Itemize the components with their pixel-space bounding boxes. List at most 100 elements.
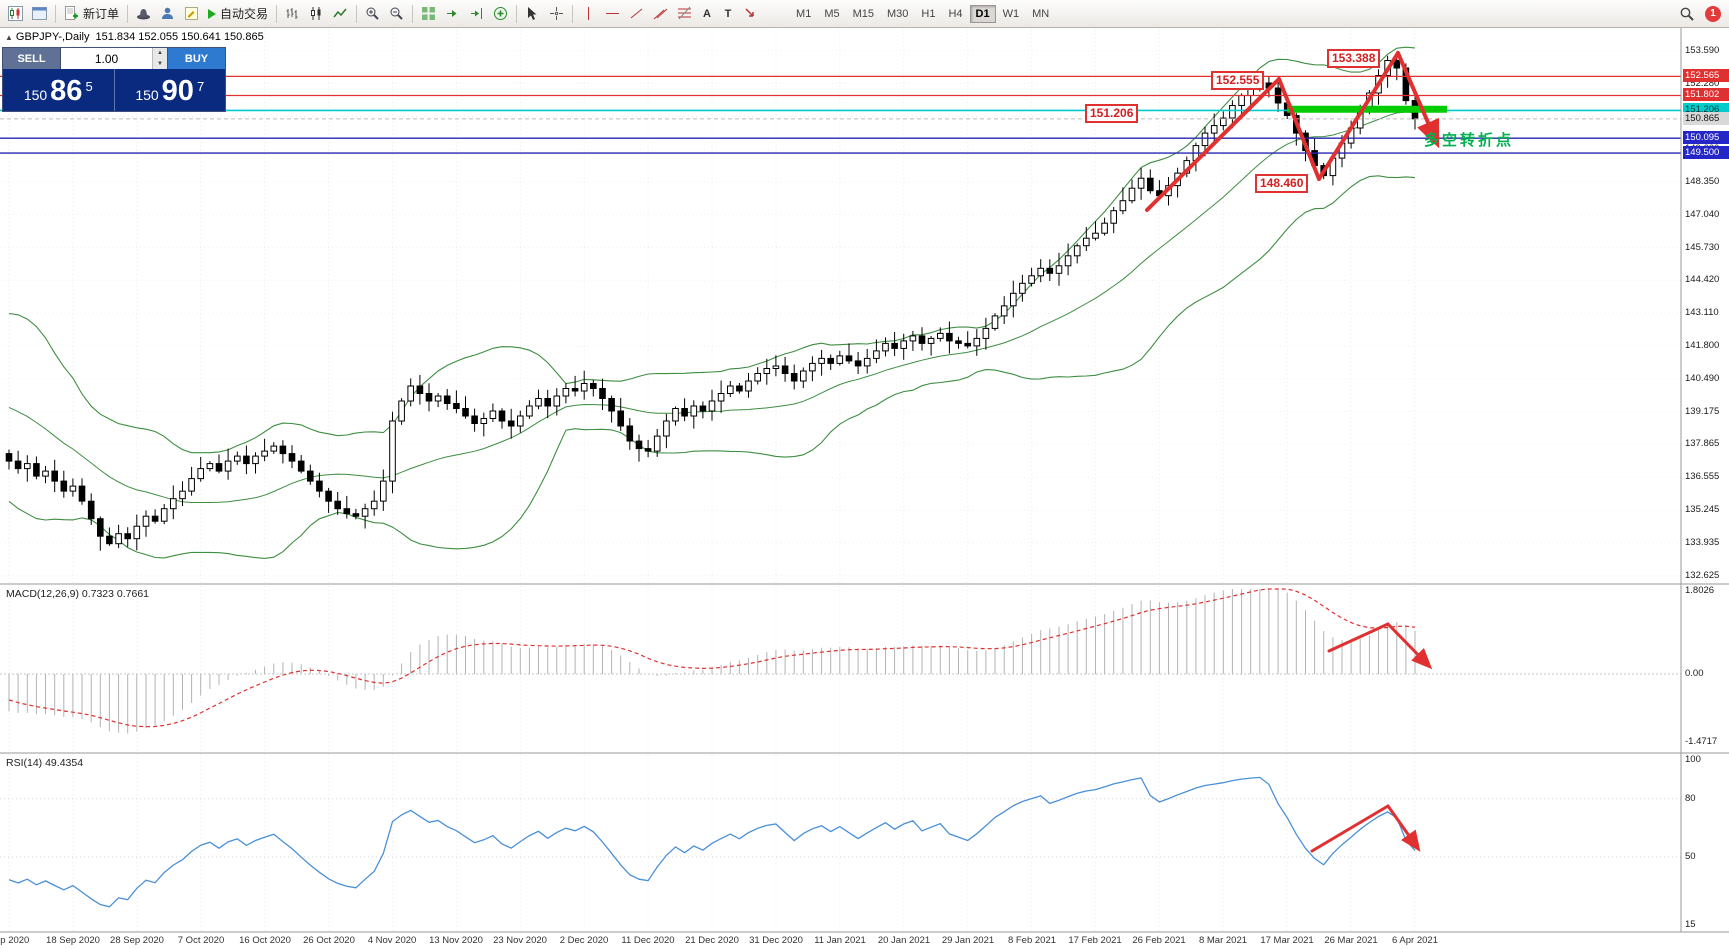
fibonacci-icon	[678, 6, 692, 20]
horizontal-line-button[interactable]	[601, 3, 624, 25]
vertical-line-icon	[588, 7, 590, 20]
macd-signal-line	[8, 588, 1416, 728]
price-annotation[interactable]: 151.206	[1085, 104, 1139, 123]
trend-arrow	[1317, 51, 1400, 181]
trade-prices-row: 150 86 5 150 90 7	[3, 69, 225, 111]
zoom-out-icon	[390, 7, 403, 20]
toolbar-separator	[572, 4, 574, 23]
bar-chart-icon	[286, 8, 298, 19]
volume-input[interactable]	[61, 48, 152, 69]
timeframe-m5[interactable]: M5	[818, 5, 845, 23]
chart-header: ▲ GBPJPY-,Daily 151.834 152.055 150.641 15…	[5, 31, 264, 43]
new-chart-button[interactable]	[4, 3, 27, 25]
volume-spinner: ▲ ▼	[152, 48, 167, 69]
price-annotation[interactable]: 152.555	[1211, 71, 1265, 90]
sell-price[interactable]: 150 86 5	[3, 69, 114, 111]
timeframe-mn[interactable]: MN	[1026, 5, 1055, 23]
toolbar-separator	[412, 4, 414, 23]
timeframe-m30[interactable]: M30	[881, 5, 914, 23]
search-icon	[1680, 7, 1694, 21]
tile-windows-button[interactable]	[417, 3, 440, 25]
search-button[interactable]	[1675, 3, 1699, 25]
sell-button[interactable]: SELL	[3, 48, 61, 69]
new-order-icon	[65, 6, 78, 20]
trend-arrow	[1277, 77, 1321, 181]
arrow-object-icon	[745, 8, 754, 17]
auto-scroll-button[interactable]	[441, 3, 464, 25]
crosshair-button[interactable]	[545, 3, 568, 25]
expert-advisors-button[interactable]	[132, 3, 155, 25]
toolbar-right-group: 1	[1675, 3, 1725, 25]
metaeditor-button[interactable]	[180, 3, 203, 25]
crosshair-icon	[550, 7, 564, 20]
chart-shift-icon	[471, 8, 483, 19]
window-icon	[32, 7, 47, 20]
trend-arrow	[1386, 622, 1433, 670]
volume-field: ▲ ▼	[61, 48, 167, 69]
buy-button[interactable]: BUY	[167, 48, 225, 69]
hat-icon	[137, 9, 151, 20]
buy-price[interactable]: 150 90 7	[113, 69, 226, 111]
autotrading-button[interactable]: 自动交易	[204, 3, 272, 25]
notification-badge[interactable]: 1	[1705, 5, 1721, 22]
turning-point-annotation[interactable]: 多空转折点	[1424, 132, 1515, 149]
volume-up-icon[interactable]: ▲	[153, 48, 167, 59]
new-order-label: 新订单	[83, 7, 120, 21]
new-order-button[interactable]: 新订单	[60, 3, 123, 25]
timeframe-w1[interactable]: W1	[997, 5, 1026, 23]
cursor-button[interactable]	[521, 3, 544, 25]
trend-arrow	[1310, 804, 1390, 853]
zoom-in-button[interactable]	[361, 3, 384, 25]
toolbar-separator	[516, 4, 518, 23]
volume-down-icon[interactable]: ▼	[153, 58, 167, 69]
rsi-label: RSI(14) 49.4354	[6, 757, 84, 769]
timeframe-h4[interactable]: H4	[942, 5, 968, 23]
profiles-button[interactable]	[28, 3, 51, 25]
toolbar-separator	[127, 4, 129, 23]
play-icon	[208, 8, 217, 19]
arrows-button[interactable]	[739, 3, 762, 25]
toolbar-separator	[55, 4, 56, 23]
trendline-button[interactable]	[625, 3, 648, 25]
horizontal-line-icon	[606, 13, 620, 14]
autotrading-label: 自动交易	[220, 7, 269, 21]
label-icon: T	[724, 7, 732, 20]
timeframe-m15[interactable]: M15	[847, 5, 880, 23]
label-button[interactable]: T	[718, 3, 738, 25]
accounts-button[interactable]	[156, 3, 179, 25]
trend-arrow	[1386, 804, 1421, 852]
channel-icon	[653, 8, 668, 20]
candles-icon	[311, 7, 321, 20]
one-click-trading-panel: SELL ▲ ▼ BUY 150 86 5 150 90 7	[2, 47, 226, 112]
sell-price-pip: 5	[85, 79, 93, 94]
sell-price-main: 86	[50, 75, 83, 107]
timeframe-h1[interactable]: H1	[915, 5, 941, 23]
zoom-out-button[interactable]	[385, 3, 408, 25]
channel-button[interactable]	[649, 3, 672, 25]
tile-windows-icon	[422, 7, 436, 20]
vertical-line-button[interactable]	[577, 3, 600, 25]
line-chart-button[interactable]	[329, 3, 352, 25]
user-icon	[162, 7, 174, 19]
text-button[interactable]: A	[697, 3, 717, 25]
bar-chart-button[interactable]	[281, 3, 304, 25]
price-annotation[interactable]: 153.388	[1327, 49, 1381, 68]
price-annotation[interactable]: 148.460	[1255, 174, 1309, 193]
candlestick-chart-button[interactable]	[305, 3, 328, 25]
trend-arrow	[1327, 622, 1390, 653]
timeframe-d1[interactable]: D1	[969, 4, 996, 23]
chart-shift-button[interactable]	[465, 3, 488, 25]
macd-label: MACD(12,26,9) 0.7323 0.7661	[6, 588, 150, 600]
trend-arrow	[1145, 77, 1281, 212]
toolbar-separator	[356, 4, 358, 23]
toolbar-separator	[276, 4, 278, 23]
timeframe-m1[interactable]: M1	[790, 5, 817, 23]
line-chart-icon	[333, 8, 347, 18]
fibonacci-button[interactable]	[673, 3, 696, 25]
indicators-button[interactable]	[489, 3, 512, 25]
collapse-icon[interactable]: ▲	[5, 33, 13, 42]
sell-price-prefix: 150	[23, 87, 48, 104]
toolbar: 新订单 自动交易 A T M1 M5 M15 M30 H1	[0, 0, 1729, 28]
